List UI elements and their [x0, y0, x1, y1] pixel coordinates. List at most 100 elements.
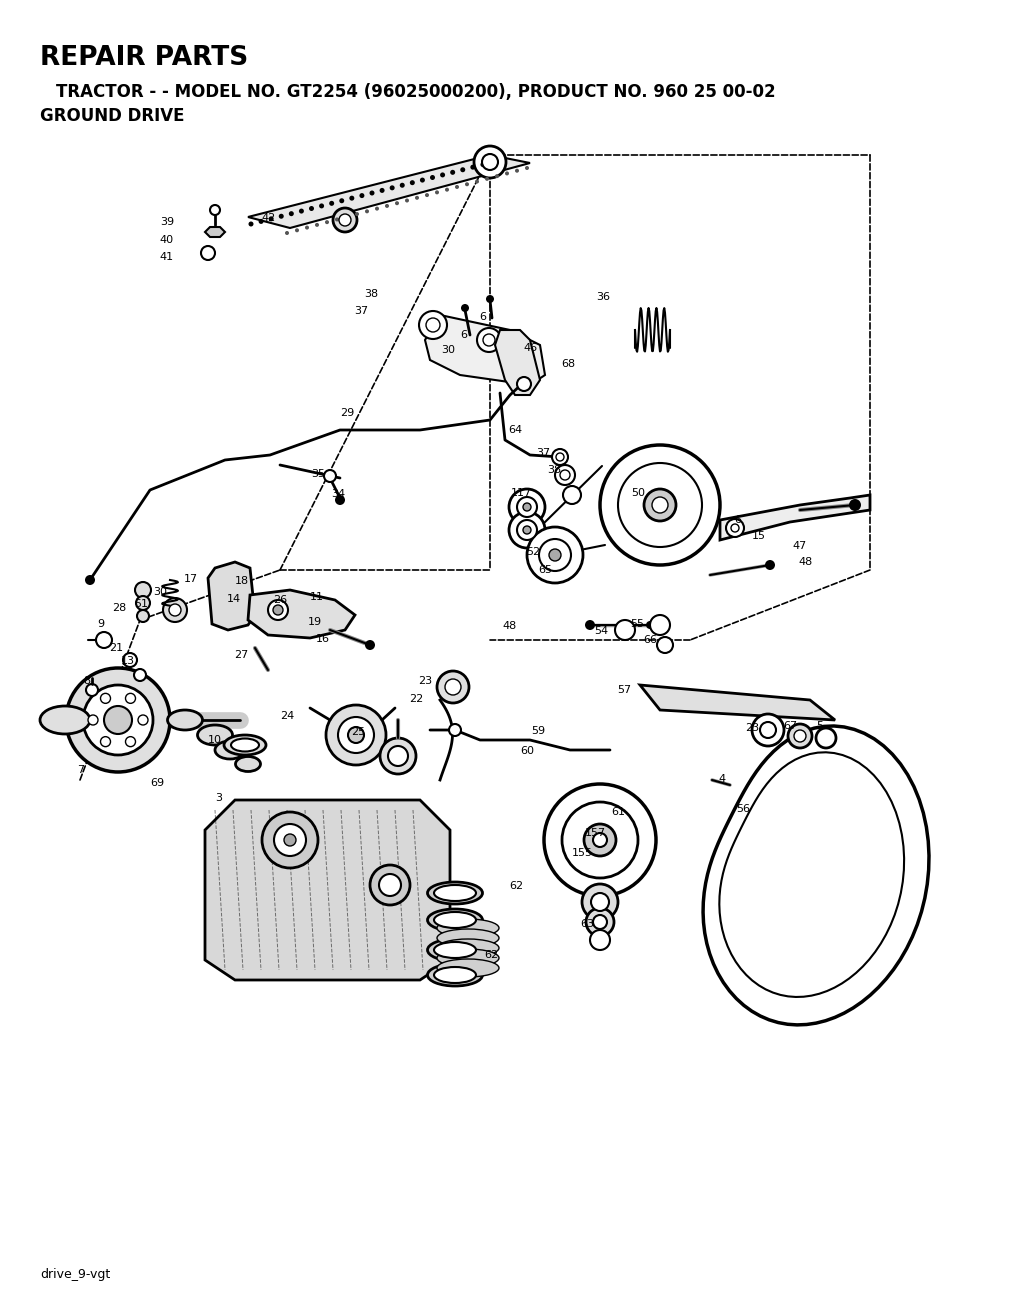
Ellipse shape: [168, 710, 203, 729]
Text: 11: 11: [310, 592, 324, 602]
Circle shape: [339, 199, 344, 204]
Circle shape: [315, 223, 319, 227]
Circle shape: [794, 729, 806, 742]
Ellipse shape: [437, 959, 499, 977]
Circle shape: [650, 615, 670, 635]
Text: 7: 7: [78, 765, 85, 775]
Ellipse shape: [427, 964, 482, 986]
Ellipse shape: [215, 741, 245, 759]
Text: 28: 28: [112, 604, 126, 613]
Circle shape: [483, 334, 495, 347]
Circle shape: [136, 596, 150, 610]
Circle shape: [349, 196, 354, 201]
Circle shape: [100, 737, 111, 746]
Circle shape: [509, 511, 545, 548]
Circle shape: [435, 191, 439, 195]
Circle shape: [544, 784, 656, 896]
Circle shape: [123, 653, 137, 667]
Text: 55: 55: [630, 619, 644, 630]
Ellipse shape: [231, 739, 259, 752]
Circle shape: [66, 668, 170, 772]
Text: 50: 50: [631, 488, 645, 498]
Text: 54: 54: [594, 626, 608, 636]
Text: 56: 56: [736, 803, 750, 814]
Text: 66: 66: [643, 635, 657, 645]
Text: 48: 48: [799, 557, 813, 567]
Circle shape: [163, 598, 187, 622]
Polygon shape: [719, 753, 904, 997]
Text: 30: 30: [153, 587, 167, 597]
Polygon shape: [205, 227, 225, 238]
Text: 17: 17: [184, 574, 198, 584]
Text: 62: 62: [509, 881, 523, 890]
Circle shape: [299, 209, 304, 214]
Circle shape: [329, 201, 334, 206]
Text: 67: 67: [783, 720, 797, 731]
Circle shape: [525, 166, 529, 170]
Circle shape: [201, 247, 215, 260]
Circle shape: [279, 214, 284, 219]
Circle shape: [126, 693, 135, 704]
Circle shape: [646, 620, 654, 630]
Text: TRACTOR - - MODEL NO. GT2254 (96025000200), PRODUCT NO. 960 25 00-02: TRACTOR - - MODEL NO. GT2254 (9602500020…: [56, 83, 775, 101]
Circle shape: [788, 724, 812, 748]
Circle shape: [365, 209, 369, 213]
Circle shape: [765, 559, 775, 570]
Circle shape: [523, 504, 531, 511]
Ellipse shape: [236, 757, 260, 771]
Circle shape: [470, 165, 475, 170]
Circle shape: [284, 835, 296, 846]
Circle shape: [549, 549, 561, 561]
Text: 34: 34: [331, 489, 345, 498]
Circle shape: [385, 204, 389, 208]
Text: 9: 9: [97, 619, 104, 630]
Circle shape: [523, 526, 531, 533]
Circle shape: [517, 520, 537, 540]
Text: 41: 41: [160, 252, 174, 262]
Circle shape: [420, 178, 425, 183]
Text: 15: 15: [752, 531, 766, 541]
Circle shape: [644, 489, 676, 520]
Text: 5: 5: [816, 720, 823, 731]
Text: 65: 65: [538, 565, 552, 575]
Text: 27: 27: [233, 650, 248, 659]
Circle shape: [333, 208, 357, 232]
Circle shape: [210, 205, 220, 215]
Circle shape: [582, 884, 618, 920]
Circle shape: [262, 813, 318, 868]
Text: 157: 157: [585, 828, 605, 839]
Circle shape: [657, 637, 673, 653]
Circle shape: [137, 610, 150, 622]
Polygon shape: [640, 685, 835, 720]
Text: 64: 64: [508, 424, 522, 435]
Circle shape: [586, 909, 614, 936]
Text: 6: 6: [479, 312, 486, 322]
Circle shape: [126, 737, 135, 746]
Circle shape: [326, 705, 386, 765]
Polygon shape: [495, 330, 540, 395]
Circle shape: [249, 222, 254, 226]
Text: GROUND DRIVE: GROUND DRIVE: [40, 106, 184, 125]
Text: 68: 68: [561, 360, 575, 369]
Text: 35: 35: [311, 469, 325, 479]
Circle shape: [274, 824, 306, 855]
Circle shape: [563, 485, 581, 504]
Circle shape: [618, 463, 702, 546]
Circle shape: [593, 833, 607, 848]
Text: 26: 26: [273, 594, 287, 605]
Polygon shape: [248, 154, 530, 228]
Text: 6: 6: [734, 515, 741, 524]
Circle shape: [268, 600, 288, 620]
Text: REPAIR PARTS: REPAIR PARTS: [40, 45, 248, 71]
Text: 42: 42: [262, 213, 276, 223]
Ellipse shape: [434, 912, 476, 928]
Circle shape: [539, 539, 571, 571]
Text: 25: 25: [351, 727, 366, 737]
Circle shape: [259, 219, 263, 225]
Ellipse shape: [434, 942, 476, 958]
Circle shape: [355, 212, 359, 215]
Text: 60: 60: [520, 746, 534, 755]
Text: 3: 3: [215, 793, 222, 803]
Text: 19: 19: [308, 617, 323, 627]
Circle shape: [338, 716, 374, 753]
